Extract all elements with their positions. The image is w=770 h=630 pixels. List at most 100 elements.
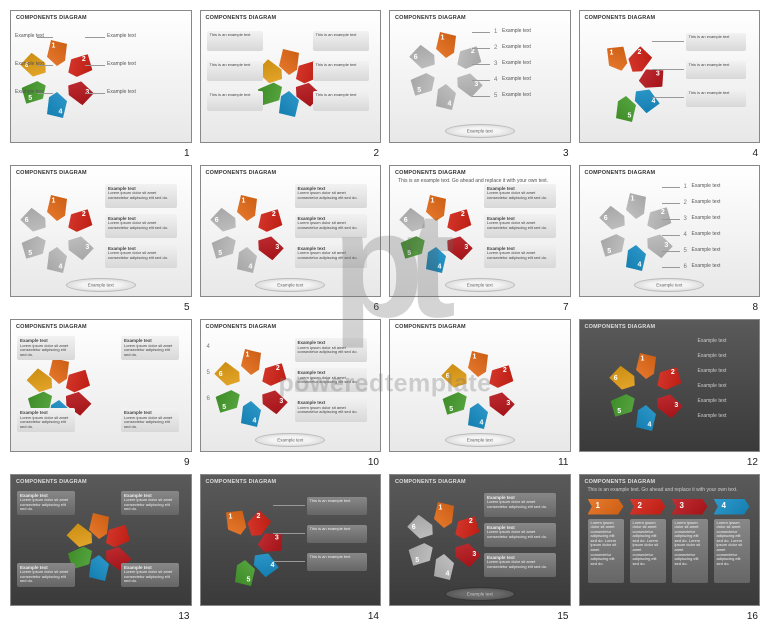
slide-title: COMPONENTS DIAGRAM bbox=[11, 320, 191, 332]
wheel-segment: 4 bbox=[237, 247, 257, 273]
pinwheel: 12345 bbox=[210, 502, 280, 572]
base-ellipse: Example text bbox=[255, 433, 325, 447]
step-number: 5 bbox=[684, 248, 687, 254]
slide-title: COMPONENTS DIAGRAM bbox=[201, 475, 381, 487]
example-label: Example text bbox=[107, 61, 179, 67]
text-box: Example textLorem ipsum dolor sit amet c… bbox=[17, 408, 75, 432]
intro-text: This is an example text. Go ahead and re… bbox=[398, 178, 558, 184]
wheel-segment bbox=[279, 91, 299, 117]
slide-title: COMPONENTS DIAGRAM bbox=[201, 11, 381, 23]
wheel-segment bbox=[89, 513, 109, 539]
example-label: Example text bbox=[692, 247, 721, 253]
slide-cell: COMPONENTS DIAGRAM Example textLorem ipsu… bbox=[10, 474, 192, 621]
column-box: Lorem ipsum dolor sit amet consectetur a… bbox=[714, 519, 750, 583]
step-number: 4 bbox=[494, 77, 497, 83]
text-box: Example textLorem ipsum dolor sit amet c… bbox=[105, 184, 177, 208]
column-header: 4 bbox=[714, 499, 750, 515]
slide-thumbnail: COMPONENTS DIAGRAM123456Example text bbox=[389, 319, 571, 452]
wheel-segment: 1 bbox=[603, 43, 631, 74]
wheel-segment: 4 bbox=[47, 247, 67, 273]
slide-thumbnail: COMPONENTS DIAGRAM This is an example tex… bbox=[200, 10, 382, 143]
pinwheel: 123456 bbox=[212, 189, 282, 259]
slide-thumbnail: COMPONENTS DIAGRAM123456Example textExam… bbox=[10, 10, 192, 143]
text-box: Example textLorem ipsum dolor sit amet c… bbox=[484, 184, 556, 208]
slide-title: COMPONENTS DIAGRAM bbox=[11, 475, 191, 487]
text-box: Example textLorem ipsum dolor sit amet c… bbox=[17, 563, 75, 587]
intro-text: This is an example text. Go ahead and re… bbox=[588, 487, 748, 493]
example-label: Example text bbox=[107, 33, 179, 39]
slide-thumbnail: COMPONENTS DIAGRAM Example textLorem ipsu… bbox=[10, 319, 192, 452]
slide-cell: COMPONENTS DIAGRAM123456Example textLore… bbox=[389, 474, 571, 621]
text-box: Example textLorem ipsum dolor sit amet c… bbox=[295, 398, 367, 422]
slide-cell: COMPONENTS DIAGRAM123456Example textExam… bbox=[10, 10, 192, 157]
wheel-segment: 4 bbox=[241, 401, 261, 427]
example-label: Example text bbox=[698, 338, 727, 344]
base-ellipse: Example text bbox=[445, 433, 515, 447]
wheel-segment: 5 bbox=[18, 231, 51, 261]
slide-title: COMPONENTS DIAGRAM bbox=[11, 11, 191, 23]
wheel-segment: 4 bbox=[434, 554, 454, 580]
wheel-segment: 4 bbox=[468, 403, 488, 429]
slide-number: 6 bbox=[373, 302, 379, 313]
wheel-segment: 6 bbox=[397, 205, 430, 235]
wheel-segment: 6 bbox=[405, 512, 438, 542]
text-box: Example textLorem ipsum dolor sit amet c… bbox=[17, 336, 75, 360]
text-box: This is an example text bbox=[207, 91, 263, 111]
slide-number: 11 bbox=[558, 457, 568, 468]
example-label: Example text bbox=[692, 231, 721, 237]
slide-title: COMPONENTS DIAGRAM bbox=[11, 166, 191, 178]
wheel-segment: 1 bbox=[237, 195, 257, 221]
wheel-segment bbox=[49, 358, 69, 384]
wheel-segment: 4 bbox=[436, 84, 456, 110]
text-box: Example textLorem ipsum dolor sit amet c… bbox=[484, 214, 556, 238]
column-header: 3 bbox=[672, 499, 708, 515]
wheel-segment: 4 bbox=[626, 245, 646, 271]
callout-box: This is an example text bbox=[686, 89, 746, 107]
callout-box: This is an example text bbox=[307, 525, 367, 543]
slide-number: 8 bbox=[752, 302, 758, 313]
wheel-segment: 6 bbox=[597, 203, 630, 233]
wheel-segment: 2 bbox=[253, 205, 286, 235]
slide-thumbnail: COMPONENTS DIAGRAM12345This is an exampl… bbox=[579, 10, 761, 143]
example-label: Example text bbox=[698, 368, 727, 374]
callout-box: This is an example text bbox=[686, 33, 746, 51]
slide-cell: COMPONENTS DIAGRAM123456Example textLore… bbox=[389, 165, 571, 312]
slide-thumbnail: COMPONENTS DIAGRAM Example textLorem ipsu… bbox=[10, 474, 192, 607]
wheel-segment: 5 bbox=[597, 229, 630, 259]
callout-box: This is an example text bbox=[307, 553, 367, 571]
wheel-segment: 5 bbox=[407, 69, 440, 99]
slide-number: 10 bbox=[368, 457, 379, 468]
wheel-segment: 5 bbox=[212, 386, 245, 416]
wheel-segment: 2 bbox=[257, 360, 290, 390]
wheel-segment bbox=[89, 555, 109, 581]
wheel-segment: 5 bbox=[607, 390, 640, 420]
text-box: This is an example text bbox=[207, 31, 263, 51]
text-box: Example textLorem ipsum dolor sit amet c… bbox=[484, 523, 556, 547]
step-number: 4 bbox=[684, 232, 687, 238]
example-label: Example text bbox=[692, 215, 721, 221]
example-label: Example text bbox=[698, 398, 727, 404]
text-box: Example textLorem ipsum dolor sit amet c… bbox=[105, 214, 177, 238]
slide-thumbnail: COMPONENTS DIAGRAM123456Example textLore… bbox=[10, 165, 192, 298]
example-label: Example text bbox=[502, 28, 531, 34]
slide-thumbnail: COMPONENTS DIAGRAM123456Example textLore… bbox=[200, 319, 382, 452]
slide-number: 5 bbox=[184, 302, 190, 313]
wheel-segment: 3 bbox=[484, 388, 517, 418]
wheel-segment: 1 bbox=[426, 195, 446, 221]
wheel-segment: 4 bbox=[426, 247, 446, 273]
text-box: This is an example text bbox=[313, 91, 369, 111]
slide-thumbnail: COMPONENTS DIAGRAM123456Example textLore… bbox=[200, 165, 382, 298]
example-label: Example text bbox=[15, 33, 87, 39]
wheel-segment: 6 bbox=[407, 43, 440, 73]
step-number: 2 bbox=[684, 200, 687, 206]
slide-number: 13 bbox=[178, 611, 189, 622]
wheel-segment: 4 bbox=[636, 405, 656, 431]
slide-thumbnail: COMPONENTS DIAGRAM123456Example textExam… bbox=[579, 319, 761, 452]
slide-cell: COMPONENTS DIAGRAM Example textLorem ipsu… bbox=[10, 319, 192, 466]
slide-thumbnail: COMPONENTS DIAGRAM1Lorem ipsum dolor sit… bbox=[579, 474, 761, 607]
slide-number: 14 bbox=[368, 611, 379, 622]
wheel-segment: 1 bbox=[636, 353, 656, 379]
text-box: Example textLorem ipsum dolor sit amet c… bbox=[484, 553, 556, 577]
slide-thumbnail: COMPONENTS DIAGRAM123456Example textLore… bbox=[389, 165, 571, 298]
base-ellipse: Example text bbox=[445, 587, 515, 601]
